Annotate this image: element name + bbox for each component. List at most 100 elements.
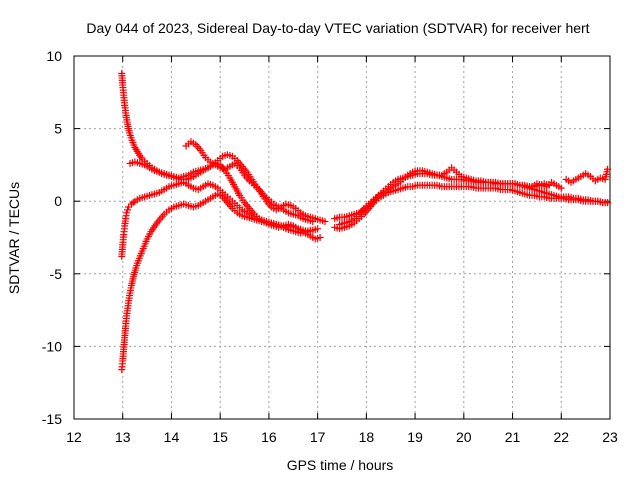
data-point <box>340 223 351 231</box>
data-point <box>399 173 409 183</box>
data-point <box>165 204 175 214</box>
data-point <box>365 198 375 208</box>
data-point <box>221 164 231 173</box>
data-point <box>202 154 212 164</box>
data-point <box>457 183 468 191</box>
data-point <box>175 179 185 188</box>
data-point <box>311 215 322 223</box>
data-point <box>118 360 126 374</box>
data-point <box>538 181 548 190</box>
data-point <box>472 184 482 192</box>
data-point <box>438 183 448 191</box>
data-point <box>577 171 587 181</box>
data-point <box>155 212 167 224</box>
data-point <box>243 209 253 218</box>
data-point <box>126 129 135 142</box>
data-point <box>448 183 458 191</box>
data-point <box>280 206 290 215</box>
x-tick-label: 21 <box>505 429 521 445</box>
data-point <box>262 197 274 209</box>
data-point <box>155 187 166 196</box>
data-point <box>555 193 565 201</box>
data-point <box>301 229 312 239</box>
series-5 <box>182 138 317 226</box>
data-point <box>567 177 577 186</box>
data-point <box>233 209 244 218</box>
data-point <box>187 138 197 147</box>
data-point <box>448 175 458 183</box>
data-point <box>241 199 252 211</box>
data-point <box>175 173 185 182</box>
data-point <box>482 178 492 186</box>
data-point <box>314 225 322 233</box>
data-point <box>340 212 351 221</box>
data-point <box>187 173 197 182</box>
data-point <box>277 222 288 231</box>
data-point <box>423 168 434 177</box>
data-point <box>122 212 130 223</box>
data-point <box>350 217 361 227</box>
data-point <box>599 199 609 207</box>
data-point <box>389 177 400 186</box>
data-point <box>496 186 507 194</box>
data-point <box>443 166 453 176</box>
data-point <box>409 167 419 176</box>
data-point <box>477 177 487 186</box>
data-point <box>204 162 214 172</box>
data-point <box>467 175 478 184</box>
data-point <box>214 154 224 165</box>
data-point <box>214 190 224 199</box>
data-point <box>131 196 141 205</box>
data-point <box>206 158 217 167</box>
grid <box>74 56 610 419</box>
data-point <box>165 182 175 191</box>
data-point <box>297 209 307 218</box>
data-point <box>126 284 135 300</box>
data-point <box>119 81 127 97</box>
data-point <box>355 206 366 218</box>
data-point <box>248 215 258 223</box>
data-point <box>423 181 434 189</box>
data-point <box>223 151 234 159</box>
data-point <box>170 173 180 181</box>
data-point <box>223 199 235 211</box>
data-point <box>287 226 297 235</box>
data-point <box>601 168 611 183</box>
data-point <box>134 149 145 161</box>
data-point <box>194 166 205 175</box>
data-point <box>131 158 141 167</box>
data-point <box>250 181 261 191</box>
data-point <box>126 159 136 167</box>
data-point <box>574 194 585 203</box>
data-point <box>565 193 575 202</box>
data-point <box>560 193 570 201</box>
data-point <box>355 212 365 223</box>
data-point <box>180 178 190 188</box>
data-point <box>394 175 404 183</box>
data-point <box>589 197 599 205</box>
data-point <box>226 161 236 170</box>
data-point <box>287 202 297 211</box>
data-point <box>131 143 141 155</box>
data-point <box>360 206 371 218</box>
data-point <box>270 200 280 210</box>
data-point <box>448 164 458 174</box>
data-point <box>299 215 309 223</box>
data-point <box>123 304 132 320</box>
data-point <box>267 203 278 212</box>
data-point <box>228 197 239 207</box>
data-point <box>282 200 292 209</box>
data-point <box>516 188 526 197</box>
data-point <box>272 220 283 229</box>
data-point <box>477 184 487 192</box>
data-point <box>294 212 305 221</box>
data-point <box>214 184 224 194</box>
data-point <box>243 168 254 181</box>
series-3 <box>118 190 324 374</box>
data-point <box>284 209 295 218</box>
data-point <box>253 216 263 225</box>
data-point <box>414 167 424 175</box>
data-point <box>604 199 612 207</box>
data-point <box>233 157 244 168</box>
